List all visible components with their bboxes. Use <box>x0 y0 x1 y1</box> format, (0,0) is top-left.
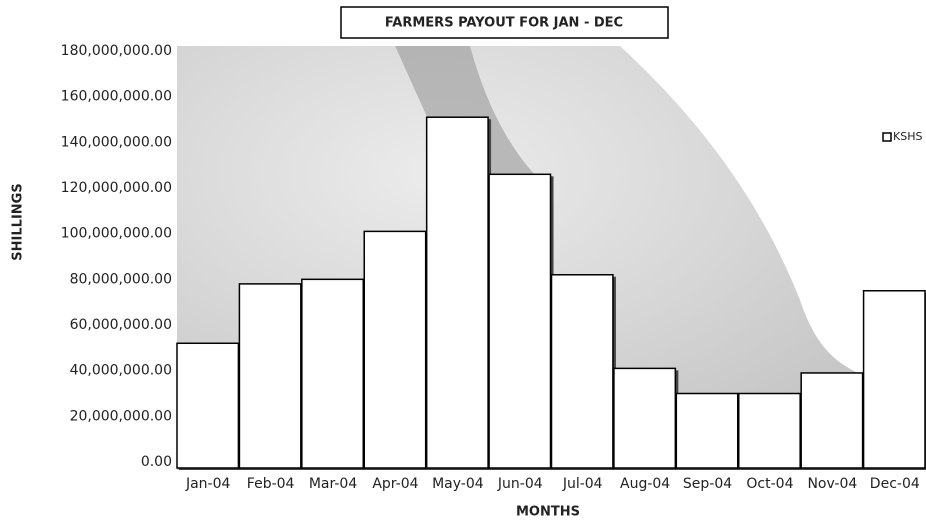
legend-label: KSHS <box>893 130 922 143</box>
legend-swatch <box>882 132 892 142</box>
bar <box>800 372 864 469</box>
y-tick-label: 0.00 <box>141 454 172 470</box>
x-tick-label: Jun-04 <box>497 476 543 492</box>
bar <box>613 367 677 469</box>
bar <box>238 283 302 469</box>
y-axis-label: SHILLINGS <box>11 183 26 260</box>
y-tick-label: 20,000,000.00 <box>70 408 172 424</box>
y-tick-label: 180,000,000.00 <box>61 43 172 59</box>
x-tick-label: Oct-04 <box>746 476 793 492</box>
y-tick-label: 40,000,000.00 <box>70 363 172 379</box>
x-tick-label: Sep-04 <box>683 476 732 492</box>
y-tick-label: 160,000,000.00 <box>61 89 172 105</box>
y-tick-label: 140,000,000.00 <box>61 134 172 150</box>
x-tick-label: Feb-04 <box>247 476 295 492</box>
bar <box>738 392 801 469</box>
bar <box>488 173 552 469</box>
y-tick-label: 60,000,000.00 <box>70 317 172 333</box>
x-tick-label: Jan-04 <box>185 476 231 492</box>
x-tick-label: Dec-04 <box>870 476 920 492</box>
bar <box>550 274 614 469</box>
bar <box>425 116 489 469</box>
title-box <box>340 6 669 39</box>
bar <box>675 392 739 469</box>
y-tick-label: 120,000,000.00 <box>61 180 172 196</box>
bar <box>862 290 926 469</box>
bar <box>301 278 365 469</box>
y-tick-label: 100,000,000.00 <box>61 226 172 242</box>
x-tick-label: Jul-04 <box>562 476 603 492</box>
bar <box>176 342 240 469</box>
x-axis-label: MONTHS <box>516 505 580 520</box>
x-tick-label: Nov-04 <box>807 476 857 492</box>
bar <box>363 230 427 469</box>
x-tick-label: May-04 <box>432 476 484 492</box>
y-tick-label: 80,000,000.00 <box>70 271 172 287</box>
x-tick-label: Apr-04 <box>372 476 418 492</box>
chart-title: FARMERS PAYOUT FOR JAN - DEC <box>385 16 623 31</box>
x-tick-label: Mar-04 <box>309 476 357 492</box>
x-tick-label: Aug-04 <box>620 476 670 492</box>
